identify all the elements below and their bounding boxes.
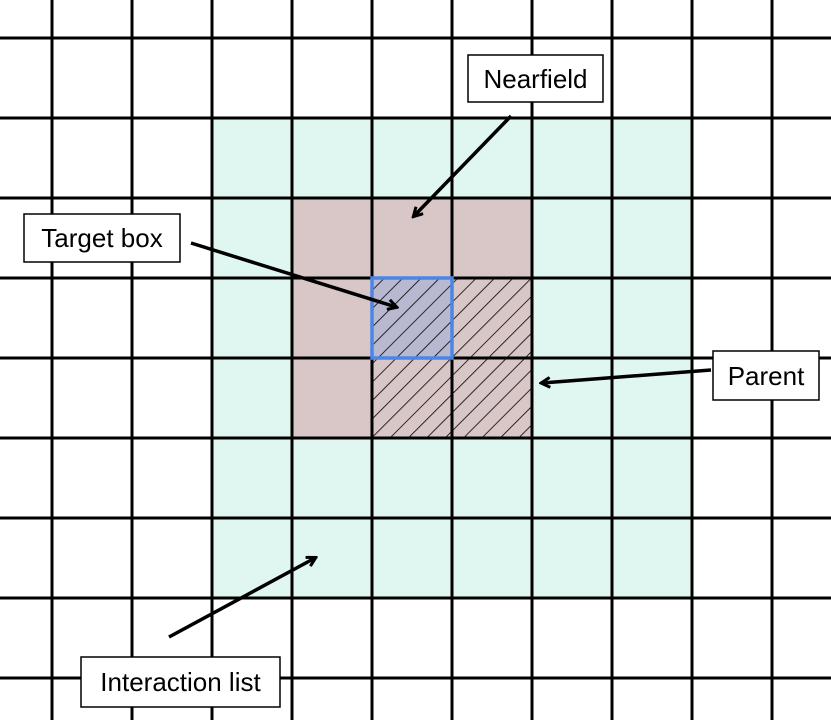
- nearfield-arrow: [414, 114, 513, 216]
- nearfield-label-text: Nearfield: [483, 64, 587, 94]
- target-box-label-text: Target box: [41, 223, 162, 253]
- target-box-label: Target box: [23, 213, 181, 263]
- interaction-list-arrow: [168, 558, 315, 639]
- target-box-arrow: [190, 241, 396, 307]
- target-box: [370, 276, 454, 360]
- parent-label: Parent: [712, 350, 820, 401]
- parent-label-text: Parent: [728, 361, 805, 391]
- interaction-list-label-text: Interaction list: [100, 667, 261, 697]
- nearfield-label: Nearfield: [467, 54, 604, 103]
- interaction-list-label: Interaction list: [80, 656, 281, 708]
- parent-arrow: [542, 368, 712, 383]
